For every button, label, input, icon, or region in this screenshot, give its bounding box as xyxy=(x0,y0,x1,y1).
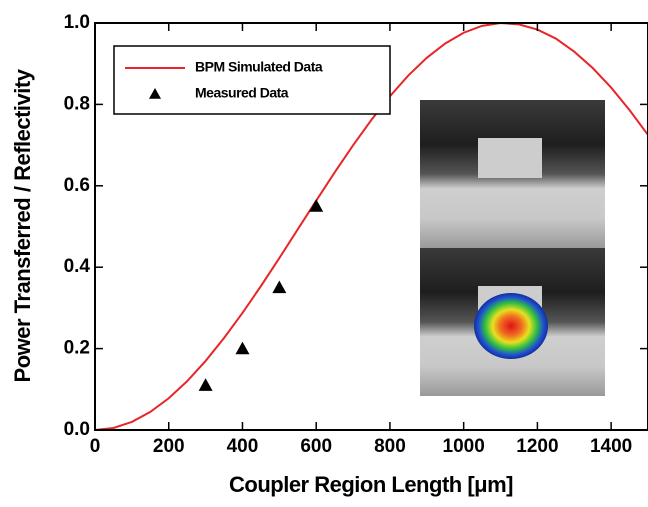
legend-label: Measured Data xyxy=(195,85,289,101)
y-tick-label: 0.2 xyxy=(64,338,90,359)
x-tick-label: 1000 xyxy=(443,436,485,457)
x-tick-label: 800 xyxy=(374,436,406,457)
plot-area xyxy=(94,21,648,431)
legend-swatch xyxy=(149,88,161,99)
y-tick-label: 0.6 xyxy=(64,175,90,196)
marker xyxy=(198,378,213,391)
x-tick-label: 400 xyxy=(227,436,259,457)
y-tick-label: 0.8 xyxy=(64,93,90,114)
y-tick-label: 0.0 xyxy=(64,419,90,440)
line-series xyxy=(94,21,648,431)
legend-label: BPM Simulated Data xyxy=(195,59,323,75)
marker xyxy=(309,199,324,212)
marker xyxy=(235,341,250,355)
y-tick-label: 1.0 xyxy=(64,12,90,33)
x-tick-label: 200 xyxy=(153,436,185,457)
x-tick-label: 1400 xyxy=(590,436,632,457)
x-tick-label: 1200 xyxy=(516,436,558,457)
y-tick-label: 0.4 xyxy=(64,256,91,277)
legend xyxy=(113,45,391,115)
marker xyxy=(272,280,287,294)
x-tick-label: 0 xyxy=(90,436,101,457)
y-axis-title: Power Transferred / Reflectivity xyxy=(10,68,35,382)
inset-image xyxy=(420,100,605,396)
x-tick-label: 600 xyxy=(300,436,332,457)
plot-frame xyxy=(94,22,648,431)
x-axis-title: Coupler Region Length [μm] xyxy=(229,472,513,497)
